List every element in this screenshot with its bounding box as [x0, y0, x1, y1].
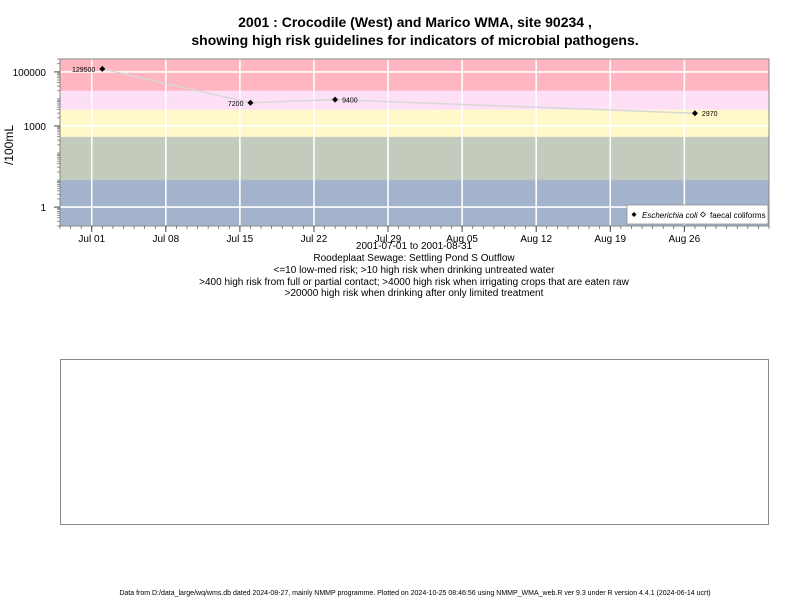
y-tick-label: 1	[40, 203, 46, 214]
series-line	[102, 68, 695, 114]
legend-marker-e-coli	[631, 212, 637, 217]
risk-band-1	[60, 136, 769, 181]
data-point	[99, 65, 106, 72]
x-tick-label: Aug 26	[668, 234, 700, 245]
guideline-2: >400 high risk from full or partial cont…	[199, 277, 629, 288]
empty-panel	[60, 359, 769, 525]
guideline-1: <=10 low-med risk; >10 high risk when dr…	[273, 265, 555, 276]
y-tick-label: 100000	[13, 68, 47, 79]
y-axis-label: /100mL	[2, 125, 16, 165]
chart: Jul 01 Jul 08 Jul 15 Jul 22 Jul 29 Aug 05 Aug …	[13, 58, 770, 245]
data-point	[247, 99, 254, 106]
legend-marker-faecal-coliforms	[700, 211, 706, 218]
y-axis-label-wrap: /100mL	[1, 125, 21, 165]
y-tick-label: 1000	[24, 122, 47, 133]
x-tick-label: Jul 01	[78, 234, 105, 245]
series-e-coli: 129500 7200 9400 2970	[72, 65, 718, 118]
risk-band-3	[60, 90, 769, 110]
data-label: 7200	[228, 101, 244, 108]
x-axis: Jul 01 Jul 08 Jul 15 Jul 22 Jul 29 Aug 05 Aug …	[59, 226, 770, 245]
legend: Escherichia coli faecal coliforms	[626, 204, 769, 225]
footer-note: Data from D:/data_large/wq/wms.db dated …	[119, 590, 711, 597]
chart-title-line1: 2001 : Crocodile (West) and Marico WMA, …	[238, 14, 592, 30]
risk-band-2	[60, 109, 769, 137]
x-tick-label: Jul 22	[301, 234, 328, 245]
x-tick-label: Jul 15	[227, 234, 254, 245]
legend-box	[626, 204, 769, 225]
chart-title-line2: showing high risk guidelines for indicat…	[191, 32, 639, 48]
x-tick-label: Aug 05	[446, 234, 478, 245]
data-point	[332, 96, 339, 103]
legend-label-e-coli: Escherichia coli	[642, 211, 698, 220]
x-tick-label: Aug 19	[594, 234, 626, 245]
x-tick-label: Aug 12	[520, 234, 552, 245]
data-label: 129500	[72, 67, 95, 74]
data-label: 2970	[702, 111, 718, 118]
plot-frame	[59, 58, 770, 227]
guideline-3: >20000 high risk when drinking after onl…	[284, 288, 544, 299]
date-range: 2001-07-01 to 2001-08-31	[355, 241, 473, 252]
site-name: Roodeplaat Sewage: Settling Pond S Outfl…	[313, 253, 515, 264]
y-axis: 1 1000 100000	[13, 58, 60, 227]
data-label: 9400	[342, 98, 358, 105]
x-tick-label: Jul 08	[152, 234, 179, 245]
risk-bands	[60, 59, 769, 226]
legend-label-faecal-coliforms: faecal coliforms	[710, 211, 766, 220]
data-point	[691, 110, 698, 117]
x-tick-label: Jul 29	[375, 234, 402, 245]
